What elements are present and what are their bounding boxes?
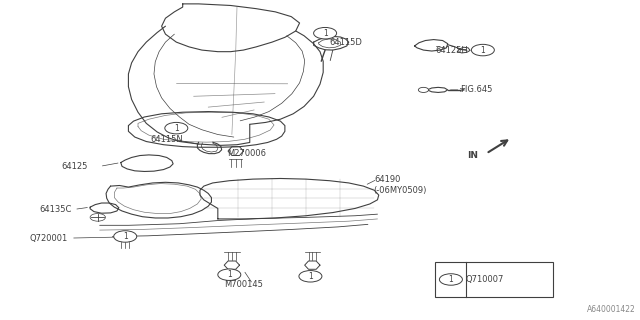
Text: Q710007: Q710007 (466, 275, 504, 284)
FancyBboxPatch shape (435, 262, 553, 297)
Circle shape (419, 87, 429, 92)
Text: 1: 1 (174, 124, 179, 132)
Text: 64125: 64125 (61, 162, 88, 171)
Text: M270006: M270006 (227, 149, 266, 158)
Circle shape (165, 123, 188, 134)
Text: 64125H: 64125H (435, 45, 468, 55)
Circle shape (218, 269, 241, 280)
Text: 64190: 64190 (374, 175, 401, 184)
Text: 1: 1 (323, 29, 328, 38)
Text: 1: 1 (227, 270, 232, 279)
Text: 1: 1 (481, 45, 485, 55)
Text: 1: 1 (449, 275, 453, 284)
Text: 64115N: 64115N (151, 135, 184, 144)
Text: M700145: M700145 (224, 280, 263, 289)
Text: IN: IN (467, 151, 478, 160)
Circle shape (90, 213, 106, 221)
Text: A640001422: A640001422 (588, 305, 636, 314)
Text: Q720001: Q720001 (29, 234, 68, 243)
Circle shape (471, 44, 494, 56)
Text: 1: 1 (308, 272, 313, 281)
Circle shape (440, 274, 463, 285)
Text: 64115D: 64115D (330, 38, 362, 47)
Circle shape (114, 231, 137, 242)
Text: 64135C: 64135C (39, 205, 72, 214)
Circle shape (314, 28, 337, 39)
Text: (-06MY0509): (-06MY0509) (373, 186, 426, 195)
Text: 1: 1 (123, 232, 127, 241)
Text: FIG.645: FIG.645 (461, 85, 493, 94)
Circle shape (299, 270, 322, 282)
